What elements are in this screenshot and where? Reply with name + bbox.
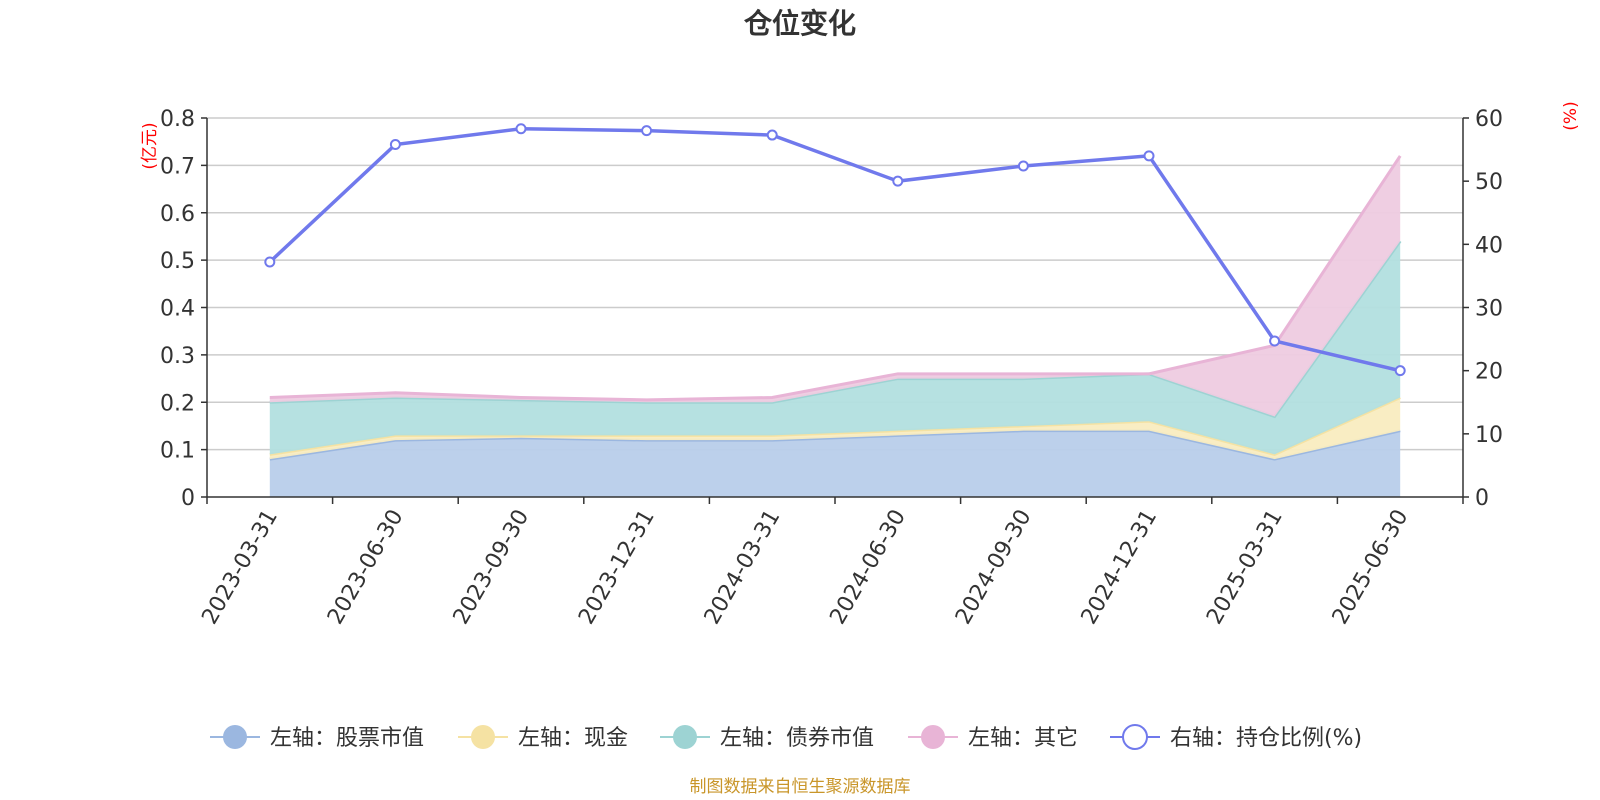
area-edge-左轴：其它 <box>269 155 1402 402</box>
right-axis-tick-label: 30 <box>1475 297 1503 322</box>
legend-swatch-circle <box>673 725 697 749</box>
legend-swatch-circle <box>921 725 945 749</box>
left-axis-tick-label: 0 <box>181 486 195 511</box>
area-左轴：其它 <box>269 155 1401 417</box>
ratio-point <box>1017 160 1029 172</box>
left-axis-tick-label: 0.3 <box>160 344 195 369</box>
legend-item: 左轴：现金 <box>458 725 628 751</box>
x-axis-tick-label: 2023-12-31 <box>574 506 660 629</box>
x-axis-tick-label: 2023-06-30 <box>323 506 409 629</box>
right-axis-tick-label: 40 <box>1475 233 1503 258</box>
ratio-line-layer <box>264 123 1406 377</box>
right-axis-tick-label: 20 <box>1475 360 1503 385</box>
left-axis-tick-label: 0.8 <box>160 107 195 132</box>
legend-item: 左轴：股票市值 <box>210 725 424 751</box>
ratio-point <box>641 125 653 137</box>
ratio-point <box>1269 335 1281 347</box>
legend-swatch-circle <box>223 725 247 749</box>
stacked-areas <box>269 155 1402 497</box>
data-source-footer: 制图数据来自恒生聚源数据库 <box>690 777 911 797</box>
right-axis-tick-label: 50 <box>1475 170 1503 195</box>
right-axis-tick-label: 10 <box>1475 423 1503 448</box>
legend-label: 左轴：股票市值 <box>270 726 424 751</box>
left-axis-tick-label: 0.1 <box>160 439 195 464</box>
legend-label: 左轴：现金 <box>518 726 628 751</box>
x-axis-tick-label: 2024-09-30 <box>951 506 1037 629</box>
left-axis-tick-label: 0.2 <box>160 391 195 416</box>
ratio-point <box>892 175 904 187</box>
ratio-point <box>264 256 276 268</box>
ratio-point <box>1394 365 1406 377</box>
ratio-point <box>389 139 401 151</box>
x-axis-tick-label: 2023-09-30 <box>449 506 535 629</box>
ratio-point <box>1143 150 1155 162</box>
x-axis-tick-label: 2025-03-31 <box>1202 506 1288 629</box>
area-左轴：股票市值 <box>269 430 1401 497</box>
x-axis-tick-label: 2025-06-30 <box>1328 506 1414 629</box>
legend-label: 右轴：持仓比例(%) <box>1170 726 1362 751</box>
legend-item: 左轴：债券市值 <box>660 725 874 751</box>
x-axis-tick-label: 2024-06-30 <box>825 506 911 629</box>
left-axis-tick-label: 0.7 <box>160 154 195 179</box>
legend-label: 左轴：债券市值 <box>720 726 874 751</box>
x-axis-tick-label: 2024-12-31 <box>1077 506 1163 629</box>
ratio-point <box>766 129 778 141</box>
legend-label: 左轴：其它 <box>968 726 1078 751</box>
chart-title: 仓位变化 <box>744 7 856 40</box>
x-axis-tick-label: 2024-03-31 <box>700 506 786 629</box>
legend-item: 右轴：持仓比例(%) <box>1110 724 1362 751</box>
left-axis-unit: (亿元) <box>140 122 160 169</box>
left-axis-tick-label: 0.4 <box>160 297 195 322</box>
ratio-point <box>515 123 527 135</box>
left-axis-tick-label: 0.5 <box>160 249 195 274</box>
ratio-line <box>268 126 1401 373</box>
x-axis-tick-label: 2023-03-31 <box>197 506 283 629</box>
right-axis-tick-label: 0 <box>1475 486 1489 511</box>
legend: 左轴：股票市值 左轴：现金 左轴：债券市值 左轴：其它 右轴：持仓比例(%) <box>210 724 1362 751</box>
right-axis-unit: (%) <box>1561 101 1581 130</box>
left-axis-tick-label: 0.6 <box>160 202 195 227</box>
legend-swatch-circle <box>471 725 495 749</box>
legend-item: 左轴：其它 <box>908 725 1078 751</box>
legend-swatch-circle <box>1122 724 1148 750</box>
right-axis-tick-label: 60 <box>1475 107 1503 132</box>
